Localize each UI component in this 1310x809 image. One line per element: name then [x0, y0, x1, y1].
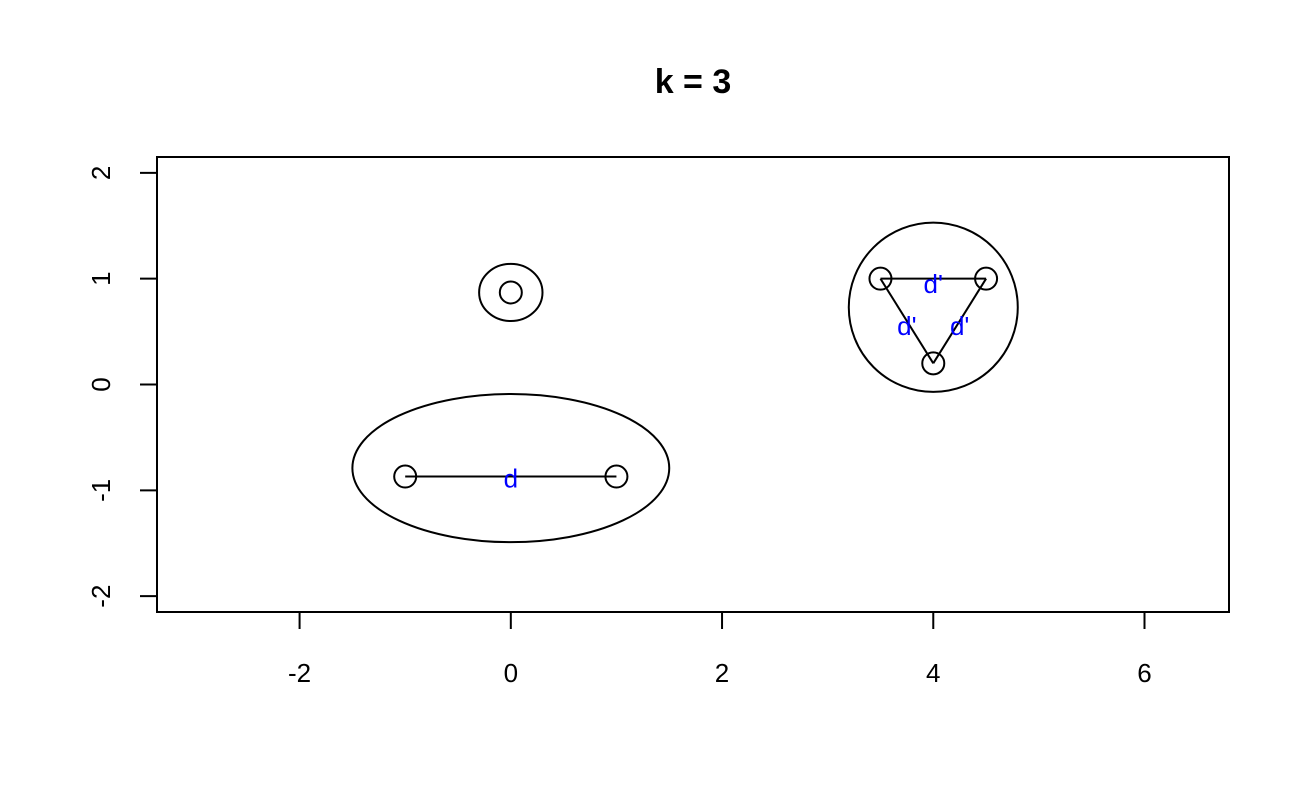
data-point: [394, 466, 416, 488]
distance-label: d': [897, 311, 916, 341]
y-tick-label: -1: [86, 479, 116, 502]
distance-segments: [405, 279, 986, 477]
x-tick-label: -2: [288, 658, 311, 688]
plot-frame: [157, 157, 1229, 612]
distance-label: d': [950, 311, 969, 341]
distance-labels: dd'd' d': [504, 269, 970, 494]
x-tick-label: 6: [1137, 658, 1151, 688]
data-point: [500, 281, 522, 303]
y-tick-label: 1: [86, 271, 116, 285]
data-point: [605, 466, 627, 488]
cluster-outlines: [352, 223, 1017, 543]
y-axis: -2 -1 0 1 2: [86, 166, 157, 608]
y-tick-label: 2: [86, 166, 116, 180]
x-tick-label: 0: [504, 658, 518, 688]
chart-title: k = 3: [655, 63, 732, 101]
x-tick-label: 2: [715, 658, 729, 688]
data-points: [394, 268, 997, 488]
data-point: [975, 268, 997, 290]
distance-label: d': [924, 269, 943, 299]
x-axis: -2 0 2 4 6: [288, 612, 1152, 688]
distance-label: d: [504, 464, 518, 494]
data-point: [869, 268, 891, 290]
y-tick-label: 0: [86, 377, 116, 391]
data-point: [922, 352, 944, 374]
y-tick-label: -2: [86, 585, 116, 608]
x-tick-label: 4: [926, 658, 940, 688]
